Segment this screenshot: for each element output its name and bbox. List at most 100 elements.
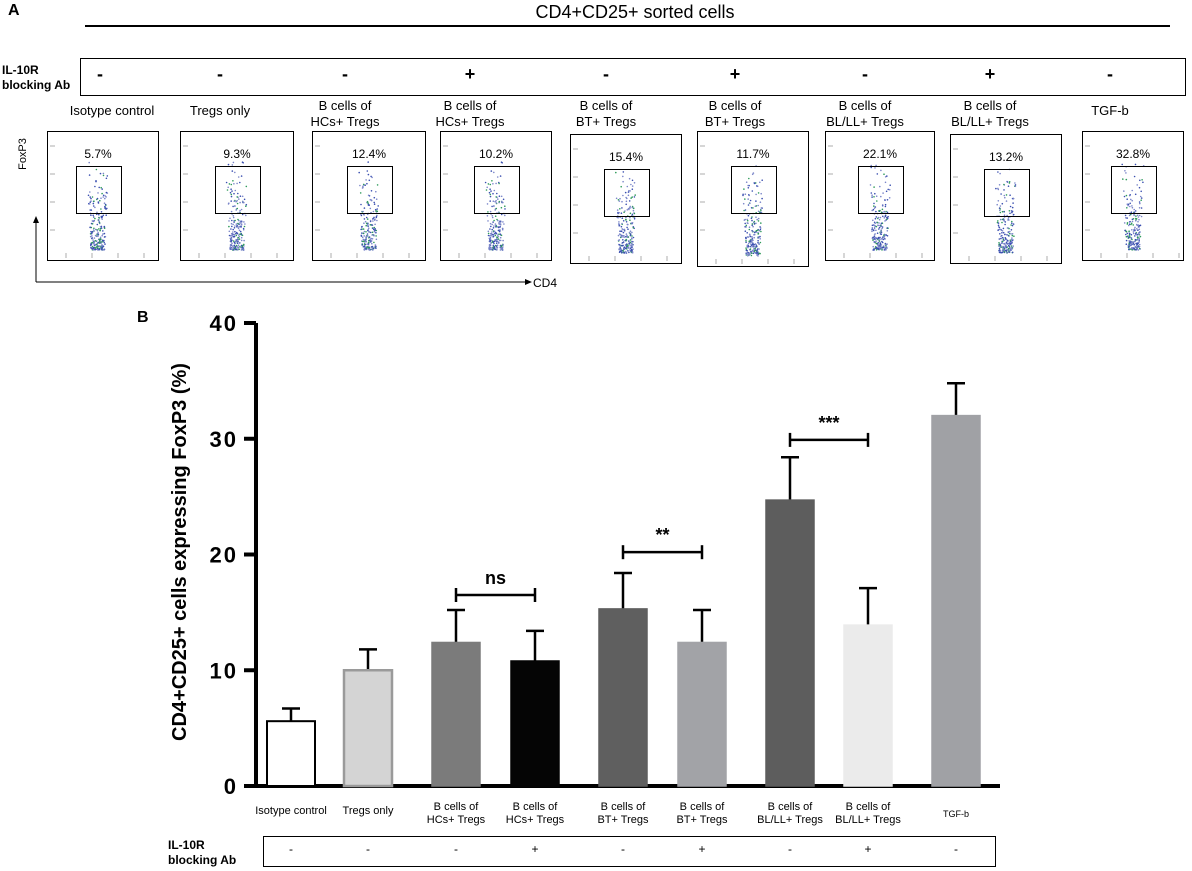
x-category-label: Isotype control bbox=[236, 805, 346, 818]
panel-a-letter: A bbox=[8, 2, 20, 19]
bar bbox=[342, 669, 394, 788]
panel-b-blocking-label-line2: blocking Ab bbox=[168, 853, 237, 867]
flow-plot-scatter bbox=[573, 148, 668, 261]
significance-label: *** bbox=[818, 413, 839, 433]
flow-plot-scatter bbox=[315, 145, 410, 258]
x-category-label: B cells of BL/LL+ Tregs bbox=[735, 801, 845, 827]
panel-a-group-label-line1: B cells of bbox=[838, 98, 892, 113]
x-category-label-line2: HCs+ Tregs bbox=[426, 814, 486, 826]
panel-b-blocking-sign: - bbox=[788, 842, 792, 856]
panel-a-group-label: TGF-b bbox=[1040, 103, 1180, 119]
flow-plot-percentage: 22.1% bbox=[862, 147, 898, 161]
x-category-label-line2: HCs+ Tregs bbox=[505, 814, 565, 826]
x-category-label-line1: B cells of bbox=[600, 801, 646, 813]
y-tick-label: 10 bbox=[210, 658, 238, 683]
panel-a-group-label-line2: BL/LL+ Tregs bbox=[951, 114, 1029, 129]
panel-b-blocking-label-line1: IL-10R bbox=[168, 838, 205, 852]
panel-b-blocking-sign: - bbox=[454, 842, 458, 856]
x-category-label: B cells of HCs+ Tregs bbox=[401, 801, 511, 827]
flow-plot-gate bbox=[984, 169, 1030, 217]
panel-a-blocking-sign: - bbox=[603, 64, 609, 84]
flow-plot-scatter bbox=[953, 148, 1048, 261]
x-category-label-line1: B cells of bbox=[845, 801, 891, 813]
panel-a-blocking-label-line1: IL-10R bbox=[2, 63, 39, 77]
flow-plot: 32.8% bbox=[1082, 131, 1184, 261]
bar bbox=[677, 641, 727, 787]
panel-a-blocking-sign: + bbox=[464, 64, 476, 84]
x-category-label-line1: B cells of bbox=[512, 801, 558, 813]
panel-a-group-label-line1: TGF-b bbox=[1091, 103, 1129, 118]
panel-a-group-label: B cells of BL/LL+ Tregs bbox=[920, 98, 1060, 130]
panel-b-letter: B bbox=[137, 309, 149, 326]
bar bbox=[598, 608, 648, 787]
x-category-label: Tregs only bbox=[313, 805, 423, 818]
panel-a-group-label: B cells of HCs+ Tregs bbox=[400, 98, 540, 130]
flow-plot-gate bbox=[76, 166, 122, 214]
panel-a-group-label-line2: BT+ Tregs bbox=[704, 114, 766, 129]
panel-a-blocking-sign: + bbox=[984, 64, 996, 84]
flow-plot-scatter bbox=[700, 145, 795, 264]
panel-b-blocking-box bbox=[263, 836, 996, 867]
flow-plot: 10.2% bbox=[440, 131, 552, 261]
panel-b-blocking-sign: - bbox=[289, 842, 293, 856]
flow-plot-scatter bbox=[828, 145, 923, 258]
panel-a-group-label: Tregs only bbox=[150, 103, 290, 119]
x-category-label-line2: BL/LL+ Tregs bbox=[835, 814, 901, 826]
bar bbox=[266, 720, 316, 787]
x-category-label: B cells of BT+ Tregs bbox=[647, 801, 757, 827]
flow-plot-gate bbox=[1111, 166, 1157, 214]
panel-b-blocking-sign: - bbox=[366, 842, 370, 856]
bar bbox=[431, 641, 481, 787]
panel-a-group-label: Isotype control bbox=[42, 103, 182, 119]
flow-plot-gate bbox=[215, 166, 261, 214]
panel-b-blocking-sign: - bbox=[954, 842, 958, 856]
panel-a-group-label-line2: HCs+ Tregs bbox=[435, 114, 505, 129]
x-category-label-line1: TGF-b bbox=[943, 809, 969, 819]
y-tick-label: 30 bbox=[210, 427, 238, 452]
panel-a-group-label-line2: BL/LL+ Tregs bbox=[826, 114, 904, 129]
flow-plot: 11.7% bbox=[697, 131, 809, 267]
x-category-label-line1: B cells of bbox=[767, 801, 813, 813]
panel-a-blocking-label: IL-10R blocking Ab bbox=[2, 63, 70, 93]
panel-a-group-label: B cells of BL/LL+ Tregs bbox=[795, 98, 935, 130]
flow-plot-percentage: 11.7% bbox=[736, 147, 770, 161]
panel-a-group-label-line1: B cells of bbox=[963, 98, 1017, 113]
cd4-axis-arrow bbox=[525, 279, 532, 285]
x-category-label: B cells of BL/LL+ Tregs bbox=[813, 801, 923, 827]
panel-b-blocking-sign: + bbox=[698, 842, 706, 856]
foxp3-axis-arrow bbox=[33, 216, 39, 223]
bar bbox=[765, 499, 815, 787]
x-category-label-line1: Tregs only bbox=[342, 805, 394, 817]
panel-a-header-line bbox=[85, 25, 1170, 27]
x-category-label-line1: B cells of bbox=[679, 801, 725, 813]
flow-plot-percentage: 12.4% bbox=[351, 147, 387, 161]
y-tick-label: 20 bbox=[210, 543, 238, 568]
bar bbox=[510, 660, 560, 787]
bar bbox=[843, 624, 893, 787]
y-tick-label: 40 bbox=[210, 311, 238, 336]
flow-plot-percentage: 15.4% bbox=[608, 150, 644, 164]
significance-label: ns bbox=[485, 568, 506, 588]
flow-plot-percentage: 32.8% bbox=[1115, 147, 1151, 161]
panel-b-blocking-sign: + bbox=[864, 842, 872, 856]
panel-a-group-label-line1: B cells of bbox=[443, 98, 497, 113]
panel-a-blocking-sign: - bbox=[1107, 64, 1113, 84]
panel-a-group-label-line1: B cells of bbox=[708, 98, 762, 113]
flow-plot: 9.3% bbox=[180, 131, 294, 261]
flow-plot: 22.1% bbox=[825, 131, 935, 261]
panel-a-header-title: CD4+CD25+ sorted cells bbox=[535, 2, 735, 22]
flow-plot-gate bbox=[347, 166, 393, 214]
flow-plot: 13.2% bbox=[950, 134, 1062, 264]
panel-a-x-axis-label: CD4 bbox=[533, 276, 558, 290]
y-axis-label: CD4+CD25+ cells expressing FoxP3 (%) bbox=[169, 363, 191, 741]
panel-a-group-label-line1: Tregs only bbox=[189, 103, 251, 118]
x-category-label: B cells of BT+ Tregs bbox=[568, 801, 678, 827]
x-category-label-line2: BT+ Tregs bbox=[597, 814, 649, 826]
flow-plot-percentage: 13.2% bbox=[988, 150, 1024, 164]
panel-a-blocking-label-line2: blocking Ab bbox=[2, 78, 71, 92]
x-category-label-line1: B cells of bbox=[433, 801, 479, 813]
flow-plot-percentage: 9.3% bbox=[223, 147, 251, 161]
panel-a-blocking-sign: - bbox=[342, 64, 348, 84]
panel-a-axes bbox=[33, 216, 532, 285]
